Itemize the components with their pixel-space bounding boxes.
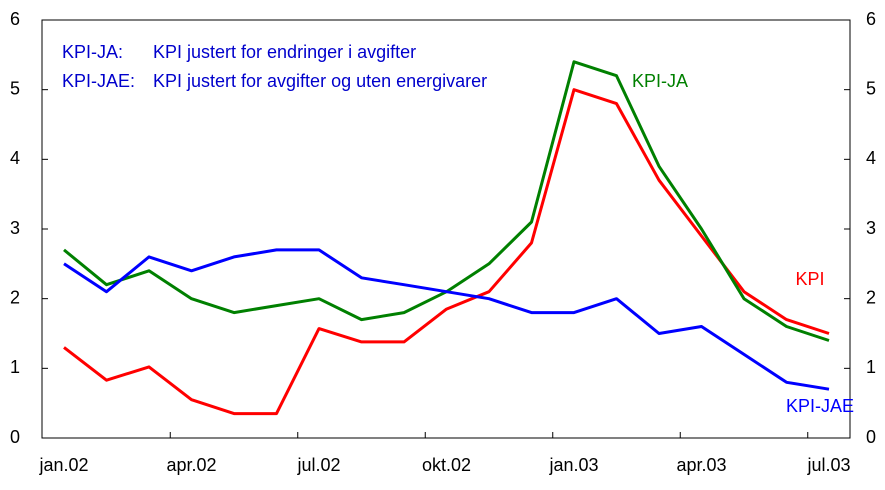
- series-label: KPI-JAE: [786, 396, 854, 416]
- y-tick-label: 5: [10, 78, 20, 98]
- y2-tick-label: 0: [866, 427, 876, 447]
- series-label: KPI-JA: [632, 71, 688, 91]
- y2-tick-label: 1: [866, 357, 876, 377]
- y-tick-label: 3: [10, 218, 20, 238]
- y-tick-label: 6: [10, 9, 20, 29]
- series-line: [63, 60, 830, 342]
- annotation-text: KPI justert for endringer i avgifter: [153, 42, 416, 62]
- y-tick-label: 4: [10, 148, 20, 168]
- x-tick-label: okt.02: [422, 455, 471, 475]
- y-tick-label: 0: [10, 427, 20, 447]
- y-tick-label: 1: [10, 357, 20, 377]
- series-line: [63, 88, 830, 416]
- x-tick-label: jul.02: [296, 455, 340, 475]
- y2-tick-label: 4: [866, 148, 876, 168]
- x-tick-label: jul.03: [806, 455, 850, 475]
- x-tick-label: apr.03: [676, 455, 726, 475]
- series-line: [63, 248, 830, 391]
- x-tick-label: jan.02: [38, 455, 88, 475]
- y2-tick-label: 6: [866, 9, 876, 29]
- x-tick-label: apr.02: [166, 455, 216, 475]
- y2-tick-label: 3: [866, 218, 876, 238]
- series-label: KPI: [795, 269, 824, 289]
- x-tick-label: jan.03: [548, 455, 598, 475]
- y2-tick-label: 2: [866, 287, 876, 307]
- y2-tick-label: 5: [866, 78, 876, 98]
- annotation-term: KPI-JAE:: [62, 71, 135, 91]
- annotation-text: KPI justert for avgifter og uten energiv…: [153, 71, 487, 91]
- annotation-term: KPI-JA:: [62, 42, 123, 62]
- y-tick-label: 2: [10, 287, 20, 307]
